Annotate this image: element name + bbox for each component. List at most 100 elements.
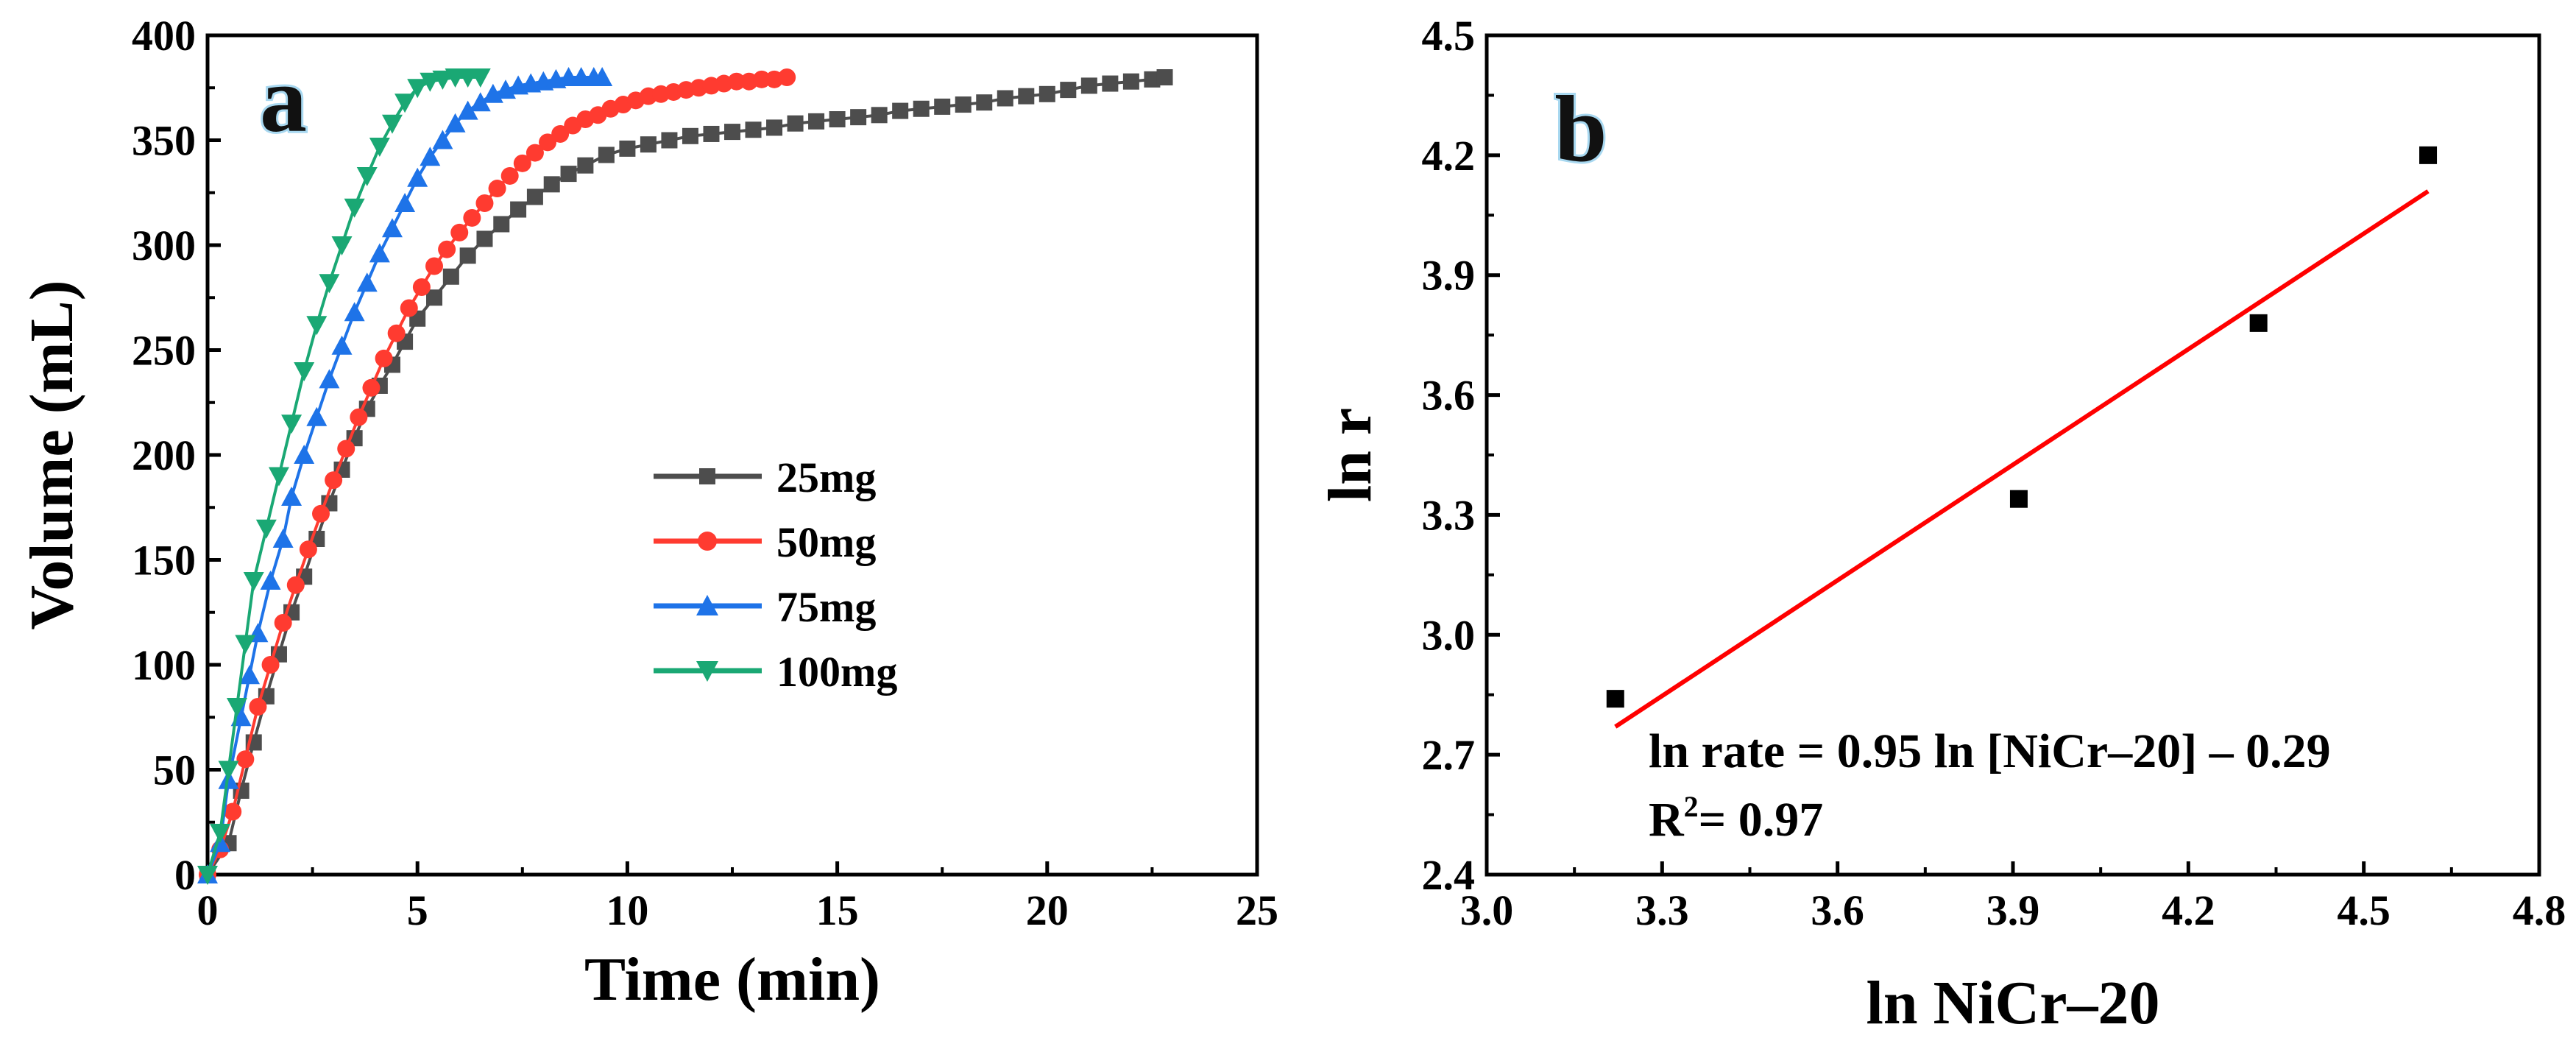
- data-point-50mg: [325, 471, 343, 490]
- data-point-50mg: [387, 324, 406, 342]
- panel-a-ytick-label: 300: [132, 222, 196, 269]
- data-point-25mg: [510, 201, 527, 218]
- data-point-100mg: [319, 274, 340, 294]
- data-point-25mg: [745, 121, 762, 138]
- data-point-100mg: [268, 467, 289, 487]
- data-point-50mg: [350, 408, 368, 426]
- data-point-50mg: [224, 802, 242, 821]
- panel-b-equation: ln rate = 0.95 ln [NiCr–20] – 0.29: [1649, 724, 2331, 778]
- panel-a-ylabel: Volume (mL): [18, 280, 86, 629]
- data-point-75mg: [356, 272, 378, 292]
- series-line-75mg: [206, 76, 603, 875]
- data-point-25mg: [682, 127, 698, 144]
- panel-b-label: b: [1554, 77, 1607, 181]
- r2-superscript: 2: [1684, 790, 1699, 823]
- legend-100mg-marker: [696, 661, 718, 682]
- data-point-25mg: [459, 247, 476, 264]
- data-point-25mg: [493, 216, 510, 233]
- panel-b-xtick-label: 3.3: [1635, 886, 1689, 934]
- series-75mg: [197, 67, 613, 883]
- data-point-50mg: [337, 440, 355, 458]
- panel-b-ytick-label: 2.4: [1422, 851, 1476, 899]
- data-point-75mg: [432, 130, 453, 149]
- data-point-50mg: [475, 194, 494, 212]
- panel-b: 3.0 3.3 3.6 3.9 4.2 4.5 4.8 2.4 2.7 3.0 3.3 3.6 3.9 4…: [1316, 12, 2566, 1037]
- panel-a-xtick-label: 0: [197, 886, 219, 934]
- panel-b-data-point: [2419, 146, 2438, 164]
- panel-a-ytick-label: 150: [132, 537, 196, 585]
- data-point-50mg: [261, 656, 280, 674]
- data-point-50mg: [778, 68, 796, 86]
- data-point-50mg: [551, 124, 570, 143]
- panel-a-ytick-label: 400: [132, 12, 196, 60]
- panel-b-ytick-label: 3.6: [1422, 372, 1476, 420]
- panel-b-xtick-label: 4.2: [2162, 886, 2215, 934]
- data-point-50mg: [362, 378, 381, 397]
- panel-b-ytick-label: 4.2: [1422, 132, 1476, 180]
- data-point-50mg: [425, 257, 444, 275]
- data-point-100mg: [432, 70, 453, 90]
- data-point-50mg: [488, 180, 506, 198]
- panel-a-xtick-label: 5: [407, 886, 428, 934]
- data-point-25mg: [640, 136, 657, 153]
- r2-prefix: R: [1649, 793, 1685, 847]
- data-point-50mg: [539, 133, 557, 152]
- data-point-100mg: [356, 166, 378, 186]
- panel-a-ytick-label: 0: [174, 851, 196, 899]
- panel-a-xtick-label: 15: [816, 886, 859, 934]
- panel-b-xtick-label: 3.6: [1811, 886, 1864, 934]
- data-point-25mg: [1156, 69, 1173, 85]
- panel-b-xtick-label: 4.8: [2513, 886, 2566, 934]
- data-point-25mg: [619, 140, 636, 157]
- data-point-50mg: [513, 154, 531, 172]
- panel-a-ytick-label: 350: [132, 117, 196, 165]
- data-point-25mg: [1102, 75, 1119, 92]
- data-point-50mg: [286, 576, 305, 594]
- data-point-25mg: [850, 109, 867, 126]
- data-point-25mg: [808, 113, 825, 130]
- data-point-25mg: [976, 94, 993, 111]
- data-point-25mg: [598, 147, 615, 163]
- panel-a-series: [197, 67, 1173, 885]
- panel-b-ytick-label: 3.3: [1422, 491, 1476, 539]
- r2-value: = 0.97: [1699, 793, 1824, 847]
- data-point-50mg: [249, 698, 267, 716]
- panel-a-ytick-label: 250: [132, 327, 196, 375]
- data-point-50mg: [274, 614, 292, 632]
- data-point-25mg: [526, 188, 543, 205]
- data-point-100mg: [255, 519, 277, 539]
- data-point-100mg: [218, 761, 239, 780]
- data-point-50mg: [400, 299, 418, 317]
- panel-a-plot-frame: [205, 33, 1259, 877]
- panel-a-ytick-label: 100: [132, 641, 196, 689]
- data-point-50mg: [299, 540, 317, 559]
- legend-75mg-marker: [696, 595, 718, 615]
- data-point-25mg: [829, 111, 846, 127]
- data-point-75mg: [272, 529, 294, 548]
- data-point-25mg: [934, 98, 951, 115]
- data-point-75mg: [306, 406, 328, 426]
- data-point-50mg: [727, 72, 746, 91]
- data-point-100mg: [306, 316, 328, 336]
- data-point-100mg: [281, 414, 302, 434]
- data-point-75mg: [281, 487, 302, 506]
- data-point-25mg: [913, 100, 930, 117]
- data-point-75mg: [407, 167, 428, 187]
- panel-b-xtick-label: 3.9: [1986, 886, 2040, 934]
- panel-b-ylabel: ln r: [1316, 408, 1384, 502]
- panel-a-xtick-label: 25: [1236, 886, 1278, 934]
- panel-a-ytick-label: 50: [153, 747, 196, 794]
- data-point-100mg: [226, 698, 247, 717]
- data-point-75mg: [239, 665, 261, 685]
- data-point-100mg: [381, 114, 403, 134]
- panel-b-data-point: [2249, 314, 2268, 332]
- data-point-25mg: [543, 176, 560, 193]
- data-point-25mg: [661, 132, 678, 149]
- panel-a-xtick-label: 10: [606, 886, 648, 934]
- data-point-75mg: [592, 67, 613, 86]
- data-point-25mg: [1038, 85, 1055, 102]
- data-point-100mg: [394, 93, 416, 113]
- data-point-25mg: [892, 102, 909, 119]
- panel-b-fit-line: [1614, 189, 2430, 729]
- data-point-25mg: [442, 268, 459, 285]
